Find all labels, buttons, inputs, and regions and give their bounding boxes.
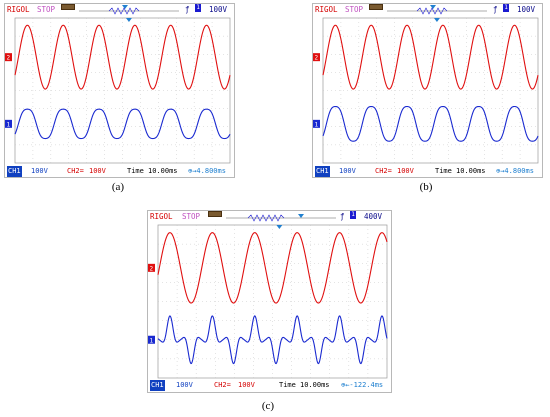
run-state-label: STOP bbox=[345, 5, 364, 14]
scope-top-bar: RIGOL STOP ƒ 1 100V bbox=[313, 4, 542, 15]
brand-label: RIGOL bbox=[7, 5, 30, 14]
time-base-value: 10.00ms bbox=[148, 167, 178, 175]
ch2-waveform bbox=[14, 24, 231, 90]
trigger-edge-icon: ƒ bbox=[340, 212, 345, 221]
ch2-marker-label: 2 bbox=[150, 265, 154, 272]
ch2-marker-label: 2 bbox=[315, 55, 319, 62]
ch1-marker: 1 bbox=[5, 119, 12, 128]
time-base-value: 10.00ms bbox=[456, 167, 486, 175]
trigger-source-indicator: 1 bbox=[195, 4, 201, 12]
ch1-scale-value: 100V bbox=[176, 381, 193, 389]
trigger-offset-value: ⊕→4.800ms bbox=[188, 167, 226, 175]
waveform-screen: 21 bbox=[313, 17, 539, 164]
caption-c: (c) bbox=[261, 400, 275, 412]
ch1-marker: 1 bbox=[313, 119, 320, 128]
ch1-tag: CH1 bbox=[315, 166, 330, 177]
ch2-scale-value: 100V bbox=[89, 167, 106, 175]
trigger-time-marker bbox=[125, 18, 132, 22]
caption-b: (b) bbox=[419, 181, 433, 193]
trigger-edge-icon: ƒ bbox=[185, 5, 190, 14]
trigger-position-bar bbox=[226, 214, 336, 222]
ch1-marker-label: 1 bbox=[315, 121, 319, 128]
trigger-offset-value: ⊕←-122.4ms bbox=[341, 381, 384, 389]
time-label: Time bbox=[127, 167, 144, 175]
ch1-marker-label: 1 bbox=[7, 121, 11, 128]
scope-top-bar: RIGOL STOP ƒ 1 100V bbox=[5, 4, 234, 15]
ch1-scale-value: 100V bbox=[339, 167, 356, 175]
trigger-level-value: 400V bbox=[364, 212, 383, 221]
ch2-tag: CH2= bbox=[214, 381, 231, 389]
caption-a: (a) bbox=[111, 181, 125, 193]
ch1-marker-label: 1 bbox=[150, 337, 154, 344]
brand-label: RIGOL bbox=[150, 212, 173, 221]
trigger-offset-value: ⊕→4.800ms bbox=[496, 167, 534, 175]
ch2-marker: 2 bbox=[5, 53, 12, 62]
ch2-tag: CH2= bbox=[67, 167, 84, 175]
trigger-time-marker bbox=[276, 225, 283, 229]
ch2-tag: CH2= bbox=[375, 167, 392, 175]
time-label: Time bbox=[279, 381, 296, 389]
ch2-waveform bbox=[322, 24, 539, 90]
trigger-source-indicator: 1 bbox=[503, 4, 509, 12]
run-state-label: STOP bbox=[182, 212, 201, 221]
trigger-position-bar bbox=[79, 5, 179, 15]
ch1-waveform bbox=[157, 315, 388, 365]
ch2-marker: 2 bbox=[148, 263, 155, 272]
memory-depth-icon bbox=[61, 4, 75, 10]
scope-bottom-bar: CH1 100V CH2= 100V Time 10.00ms ⊕←-122.4… bbox=[148, 380, 391, 391]
trigger-level-value: 100V bbox=[517, 5, 536, 14]
ch1-tag: CH1 bbox=[7, 166, 22, 177]
ch2-marker-label: 2 bbox=[7, 55, 11, 62]
ch1-marker: 1 bbox=[148, 335, 155, 344]
memory-depth-icon bbox=[208, 211, 222, 217]
waveform-screen: 21 bbox=[5, 17, 231, 164]
scope-top-bar: RIGOL STOP ƒ 1 400V bbox=[148, 211, 391, 222]
trigger-time-marker bbox=[433, 18, 440, 22]
ch2-scale-value: 100V bbox=[397, 167, 414, 175]
trigger-source-indicator: 1 bbox=[350, 211, 356, 219]
time-base-value: 10.00ms bbox=[300, 381, 330, 389]
brand-label: RIGOL bbox=[315, 5, 338, 14]
ch1-waveform bbox=[14, 108, 231, 140]
trigger-edge-icon: ƒ bbox=[493, 5, 498, 14]
trigger-position-bar bbox=[387, 5, 487, 15]
scope-bottom-bar: CH1 100V CH2= 100V Time 10.00ms ⊕→4.800m… bbox=[5, 166, 234, 177]
scope-bottom-bar: CH1 100V CH2= 100V Time 10.00ms ⊕→4.800m… bbox=[313, 166, 542, 177]
ch1-waveform bbox=[322, 105, 539, 142]
waveform-screen: 21 bbox=[148, 224, 388, 379]
time-label: Time bbox=[435, 167, 452, 175]
ch2-waveform bbox=[157, 232, 388, 304]
run-state-label: STOP bbox=[37, 5, 56, 14]
ch1-scale-value: 100V bbox=[31, 167, 48, 175]
ch1-tag: CH1 bbox=[150, 380, 165, 391]
ch2-scale-value: 100V bbox=[238, 381, 255, 389]
trigger-level-value: 100V bbox=[209, 5, 228, 14]
memory-depth-icon bbox=[369, 4, 383, 10]
ch2-marker: 2 bbox=[313, 53, 320, 62]
